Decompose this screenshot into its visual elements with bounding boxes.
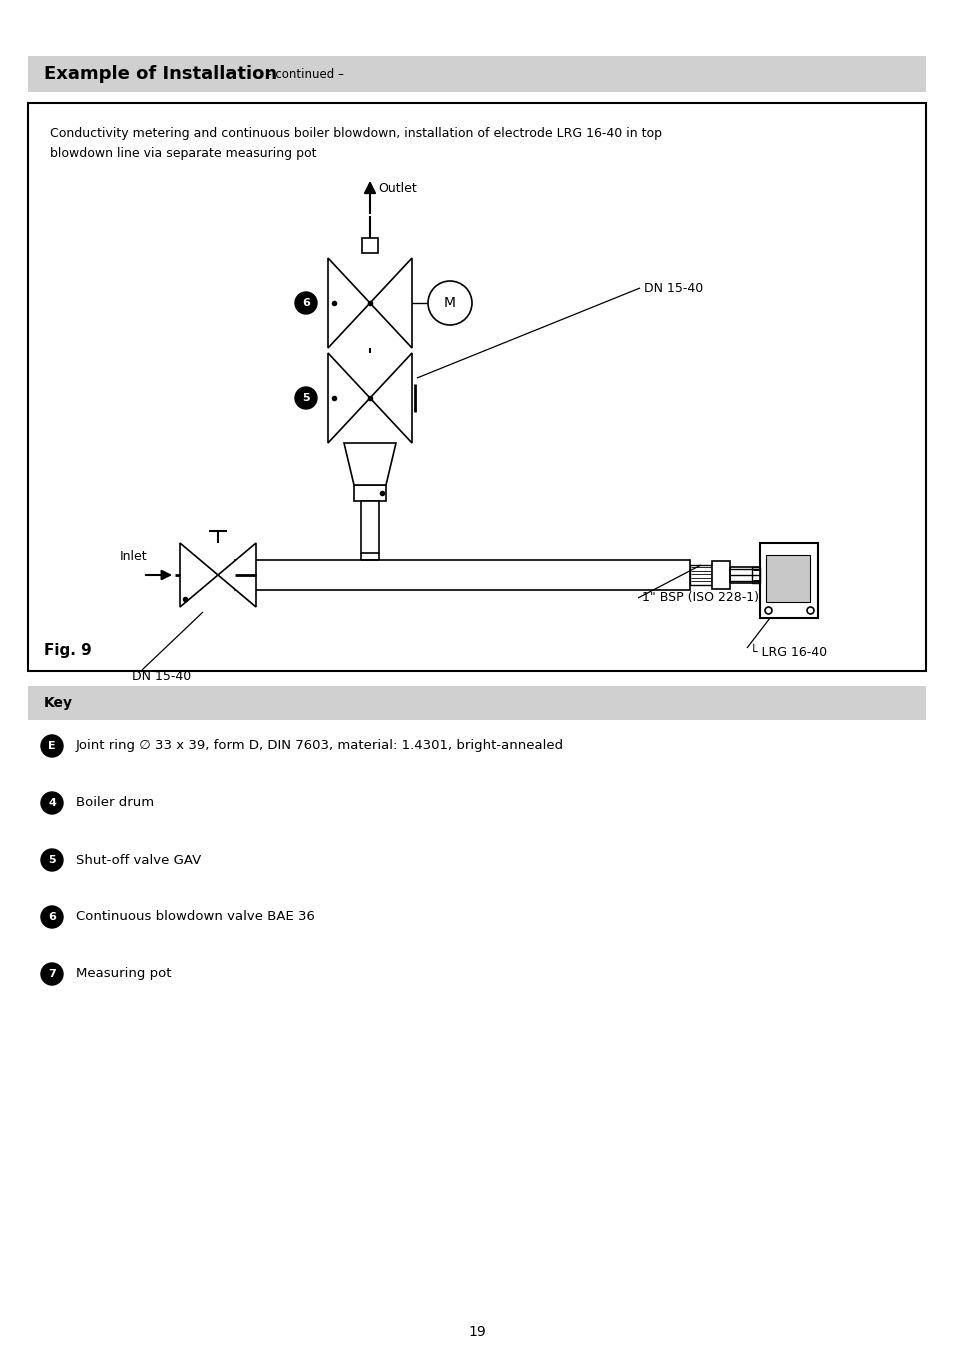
Bar (28, 686, 925, 720)
Text: Conductivity metering and continuous boiler blowdown, installation of electrode : Conductivity metering and continuous boi… (50, 127, 661, 139)
Polygon shape (344, 443, 395, 485)
Text: DN 15-40: DN 15-40 (643, 282, 702, 295)
Text: Example of Installation: Example of Installation (44, 65, 276, 83)
Circle shape (41, 849, 63, 871)
Text: Inlet: Inlet (120, 551, 148, 563)
Text: Joint ring ∅ 33 x 39, form D, DIN 7603, material: 1.4301, bright-annealed: Joint ring ∅ 33 x 39, form D, DIN 7603, … (76, 739, 563, 753)
Circle shape (41, 906, 63, 927)
Text: Measuring pot: Measuring pot (76, 968, 172, 980)
Polygon shape (218, 543, 255, 607)
Circle shape (41, 963, 63, 984)
Text: blowdown line via separate measuring pot: blowdown line via separate measuring pot (50, 148, 316, 160)
Polygon shape (328, 259, 370, 348)
Text: 4: 4 (48, 798, 56, 808)
Text: – continued –: – continued – (262, 68, 343, 80)
Text: E: E (49, 741, 56, 751)
Text: 5: 5 (49, 854, 56, 865)
Text: Boiler drum: Boiler drum (76, 796, 154, 810)
Circle shape (294, 292, 316, 314)
Text: Fig. 9: Fig. 9 (44, 643, 91, 658)
Text: Continuous blowdown valve BAE 36: Continuous blowdown valve BAE 36 (76, 910, 314, 923)
Text: 6: 6 (48, 913, 56, 922)
Text: M: M (443, 297, 456, 310)
Bar (711, 561, 729, 589)
Bar (28, 103, 925, 672)
Circle shape (294, 387, 316, 409)
Bar (354, 485, 386, 501)
Bar (28, 56, 925, 92)
Text: Key: Key (44, 696, 73, 709)
Polygon shape (370, 353, 412, 443)
Bar (360, 501, 378, 552)
Text: 1" BSP (ISO 228-1): 1" BSP (ISO 228-1) (641, 592, 759, 604)
Bar (361, 238, 377, 253)
Polygon shape (370, 259, 412, 348)
Text: 19: 19 (468, 1326, 485, 1339)
Bar (234, 561, 689, 590)
Bar (689, 565, 711, 585)
Text: DN 15-40: DN 15-40 (132, 669, 191, 682)
Text: 6: 6 (302, 298, 310, 307)
Circle shape (41, 735, 63, 757)
Text: Shut-off valve GAV: Shut-off valve GAV (76, 853, 201, 867)
Text: └ LRG 16-40: └ LRG 16-40 (749, 646, 826, 658)
Polygon shape (328, 353, 370, 443)
Text: 7: 7 (48, 969, 56, 979)
Bar (760, 543, 817, 617)
Circle shape (41, 792, 63, 814)
Text: Outlet: Outlet (377, 181, 416, 195)
Bar (751, 567, 760, 584)
Polygon shape (180, 543, 218, 607)
Bar (765, 555, 809, 603)
Text: 5: 5 (302, 393, 310, 403)
Circle shape (428, 282, 472, 325)
